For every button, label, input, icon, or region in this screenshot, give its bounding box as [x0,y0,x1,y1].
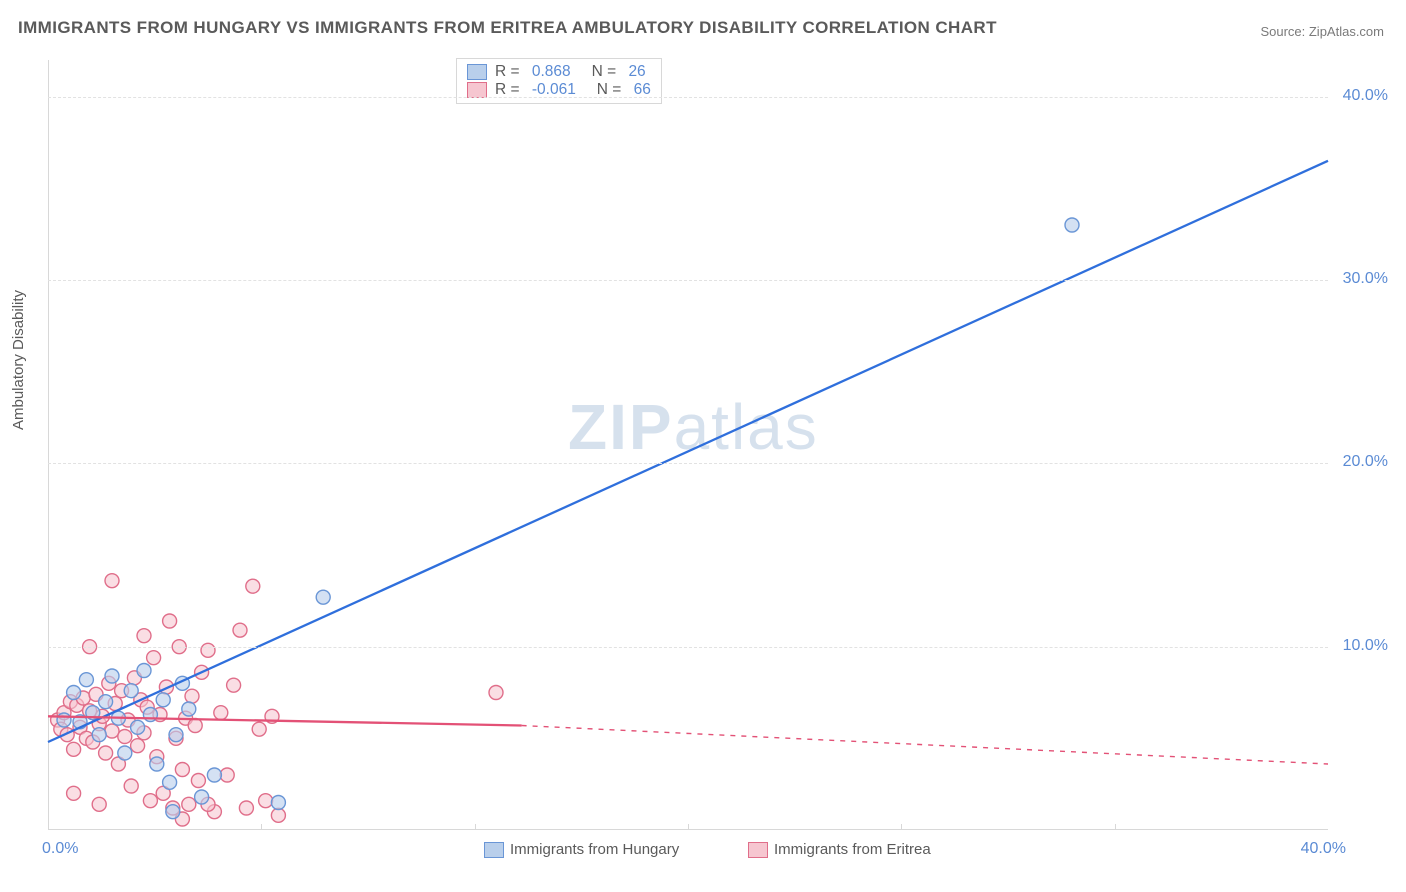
legend-bottom-eritrea: Immigrants from Eritrea [748,841,931,858]
legend-swatch-hungary [467,64,487,80]
legend-swatch-hungary-bottom [484,842,504,858]
x-tick-label: 0.0% [42,840,78,858]
chart-svg [48,60,348,210]
source-value: ZipAtlas.com [1309,24,1384,39]
x-tick-mark [688,824,689,830]
gridline-h [48,97,1328,98]
legend-n-hungary: 26 [628,63,645,81]
gridline-h [48,280,1328,281]
legend-stats-row-hungary: R = 0.868 N = 26 [467,63,651,81]
watermark-text: ZIPatlas [568,390,819,464]
legend-swatch-eritrea-bottom [748,842,768,858]
plot-area: ZIPatlas R = 0.868 N = 26 R = -0.061 N =… [48,60,1328,830]
legend-bottom-hungary: Immigrants from Hungary [484,841,679,858]
legend-r-hungary: 0.868 [532,63,571,81]
x-tick-label: 40.0% [1301,840,1346,858]
source-prefix: Source: [1260,24,1308,39]
y-tick-label: 10.0% [1343,637,1388,655]
x-tick-mark [475,824,476,830]
legend-label-hungary: Immigrants from Hungary [510,841,679,858]
x-tick-mark [261,824,262,830]
y-tick-label: 30.0% [1343,270,1388,288]
x-tick-mark [901,824,902,830]
source-attribution: Source: ZipAtlas.com [1260,24,1384,39]
y-tick-label: 40.0% [1343,87,1388,105]
y-tick-label: 20.0% [1343,453,1388,471]
gridline-h [48,463,1328,464]
y-axis-label: Ambulatory Disability [10,290,27,430]
legend-label-eritrea: Immigrants from Eritrea [774,841,931,858]
chart-title: IMMIGRANTS FROM HUNGARY VS IMMIGRANTS FR… [18,18,997,38]
gridline-h [48,647,1328,648]
x-tick-mark [1115,824,1116,830]
legend-swatch-eritrea [467,82,487,98]
